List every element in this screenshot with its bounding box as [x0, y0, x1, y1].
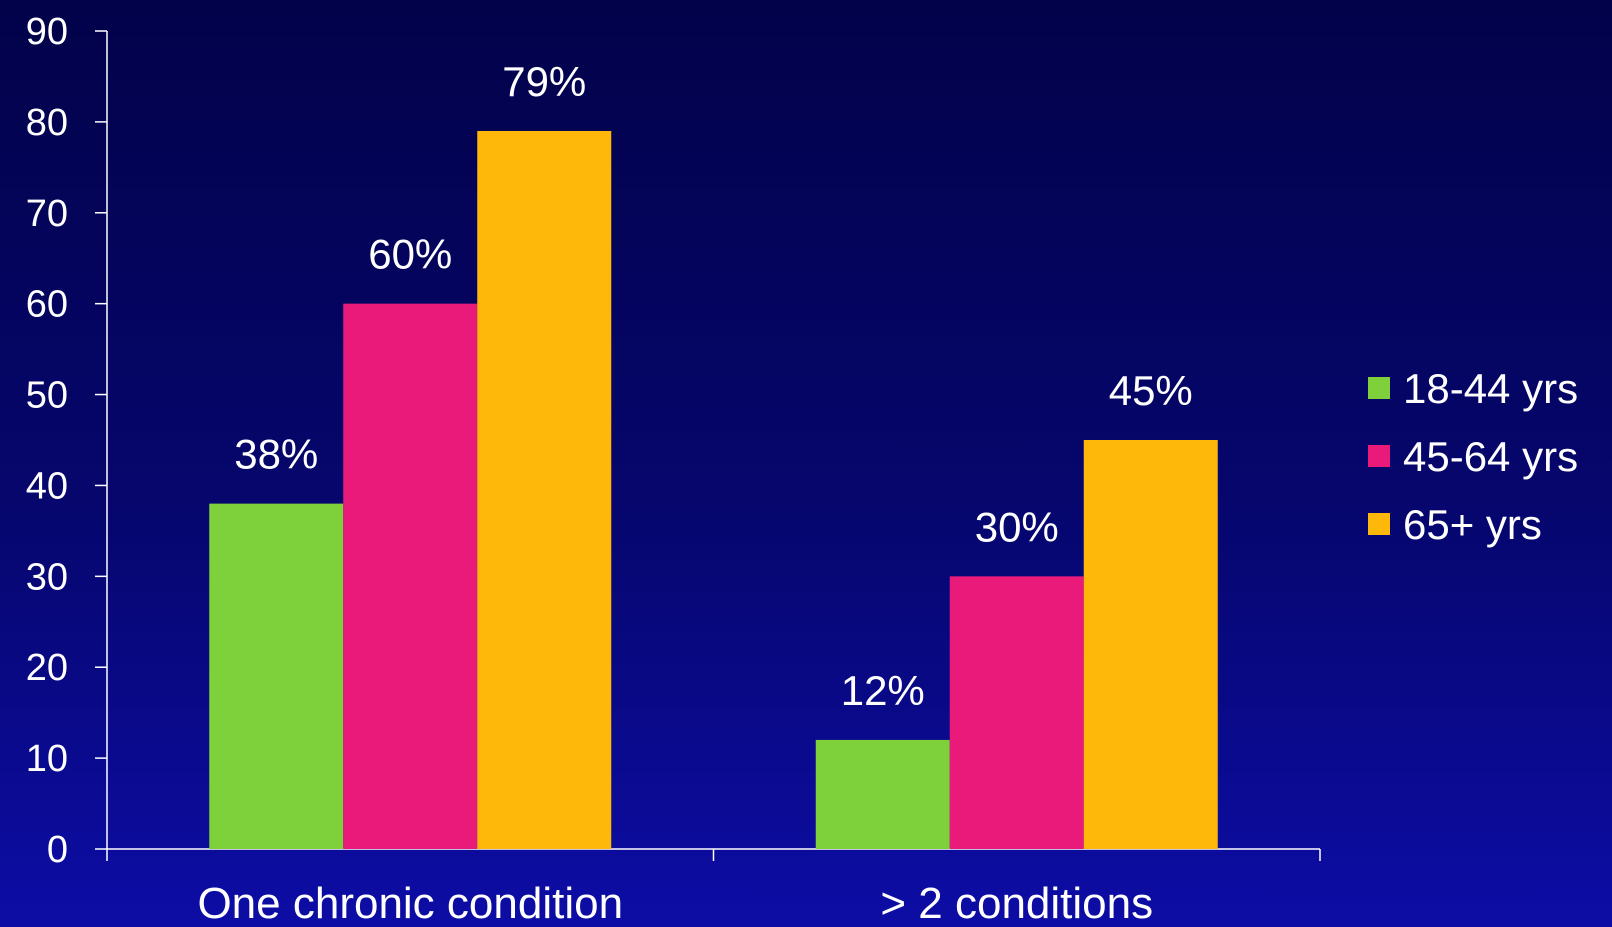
data-label: 38%: [234, 431, 318, 478]
bar-18-44-yrs: [209, 503, 344, 849]
bar-45-64-yrs: [343, 303, 478, 850]
data-label: 60%: [368, 231, 452, 278]
y-tick-label: 60: [26, 284, 68, 326]
bar-18-44-yrs: [815, 739, 950, 849]
bar-65-yrs: [477, 130, 612, 849]
bar-65-yrs: [1083, 440, 1218, 849]
x-axis: One chronic condition > 2 conditions: [106, 848, 1321, 927]
data-label: 30%: [975, 503, 1059, 550]
y-tick-label: 20: [26, 647, 68, 689]
y-tick-label: 80: [26, 102, 68, 144]
legend-label: 65+ yrs: [1403, 501, 1542, 548]
x-category-label: > 2 conditions: [880, 879, 1153, 927]
bar-45-64-yrs: [949, 576, 1084, 849]
data-label: 12%: [841, 667, 925, 714]
legend-swatch: [1368, 445, 1390, 467]
data-labels: 38% 60% 79% 12% 30% 45%: [234, 58, 1193, 714]
data-label: 45%: [1109, 367, 1193, 414]
legend-label: 45-64 yrs: [1403, 433, 1578, 480]
x-category-label: One chronic condition: [197, 879, 623, 927]
bars: [209, 130, 1218, 850]
legend-swatch: [1368, 513, 1390, 535]
y-tick-label: 0: [47, 829, 68, 871]
y-tick-label: 30: [26, 556, 68, 598]
legend-swatch: [1368, 377, 1390, 399]
legend: 18-44 yrs 45-64 yrs 65+ yrs: [1368, 365, 1578, 548]
data-label: 79%: [502, 58, 586, 105]
y-axis: 0 10 20 30 40 50 60 70 80 90: [26, 11, 108, 871]
legend-label: 18-44 yrs: [1403, 365, 1578, 412]
y-tick-label: 90: [26, 11, 68, 53]
y-tick-label: 10: [26, 738, 68, 780]
y-tick-label: 40: [26, 465, 68, 507]
y-tick-label: 70: [26, 193, 68, 235]
y-tick-label: 50: [26, 375, 68, 417]
